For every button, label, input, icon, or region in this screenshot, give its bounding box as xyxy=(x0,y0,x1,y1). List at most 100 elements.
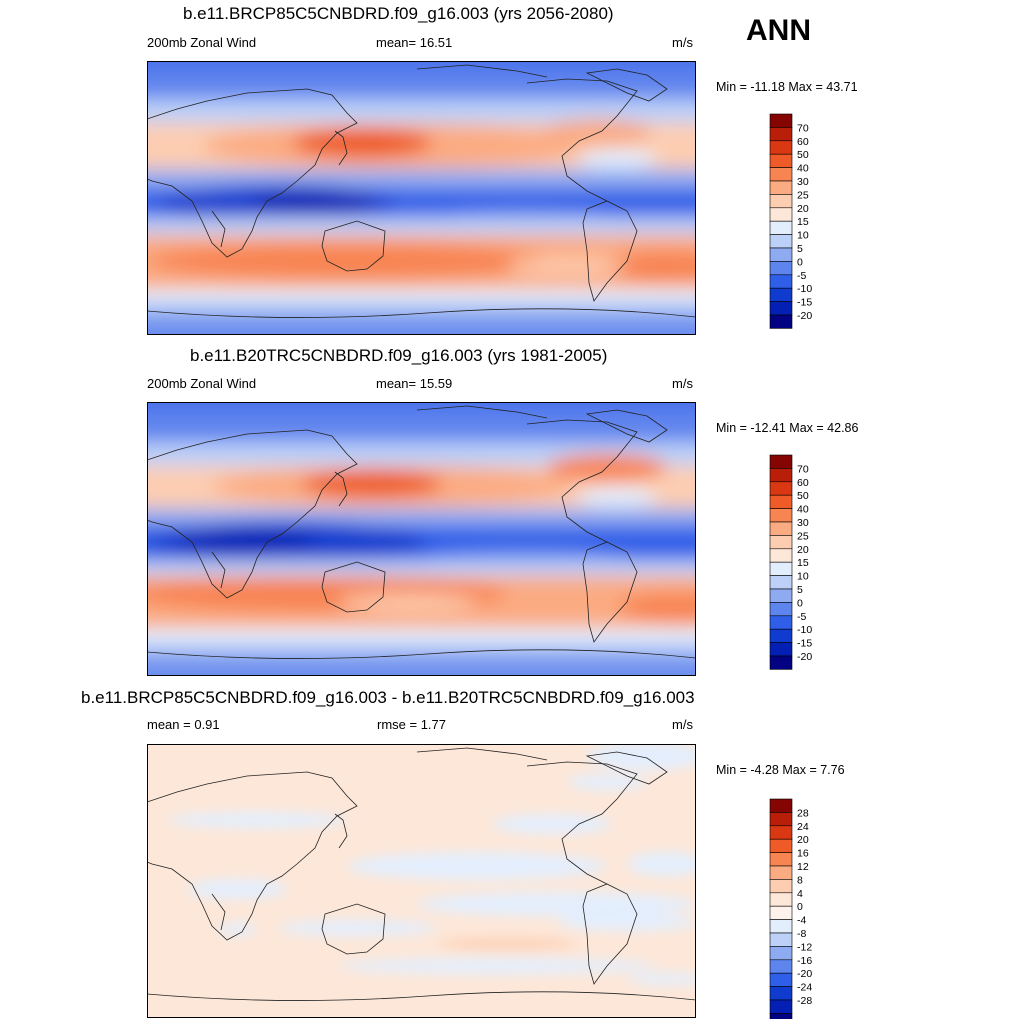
panel1-colorbar-label: 70 xyxy=(797,122,809,134)
panel2-colorbar-label: -5 xyxy=(797,611,806,623)
panel3-units: m/s xyxy=(672,717,693,732)
panel3-colorbar-box xyxy=(769,838,793,853)
panel1-map-frame xyxy=(147,61,696,335)
panel1-colorbar-label: 30 xyxy=(797,176,809,188)
panel1-colorbar-label: -5 xyxy=(797,270,806,282)
panel1-colorbar-label: 0 xyxy=(797,256,803,268)
panel3-colorbar-label: -24 xyxy=(797,982,812,994)
panel2-colorbar-box xyxy=(769,588,793,603)
panel2-colorbar-box xyxy=(769,642,793,657)
panel1-title: b.e11.BRCP85C5CNBDRD.f09_g16.003 (yrs 20… xyxy=(183,4,614,23)
panel2-colorbar-label: 70 xyxy=(797,463,809,475)
panel1-colorbar-label: 15 xyxy=(797,216,809,228)
panel3-colorbar-box xyxy=(769,946,793,961)
panel3-colorbar-box xyxy=(769,812,793,827)
panel1-colorbar-box xyxy=(769,287,793,302)
panel2-colorbar-box xyxy=(769,575,793,590)
panel1-colorbar-label: 5 xyxy=(797,243,803,255)
panel3-colorbar-box xyxy=(769,932,793,947)
panel3-colorbar-box xyxy=(769,986,793,1001)
panel1-colorbar-box xyxy=(769,301,793,316)
panel3-colorbar-label: -4 xyxy=(797,915,806,927)
panel2-minmax: Min = -12.41 Max = 42.86 xyxy=(716,421,859,435)
panel3-colorbar-label: 0 xyxy=(797,901,803,913)
panel1-colorbar-box xyxy=(769,153,793,168)
panel3-colorbar-label: -16 xyxy=(797,955,812,967)
panel1-units: m/s xyxy=(672,35,693,50)
panel2-colorbar-label: 60 xyxy=(797,477,809,489)
panel2-colorbar-box xyxy=(769,521,793,536)
panel1-map xyxy=(147,61,696,335)
panel3-minmax: Min = -4.28 Max = 7.76 xyxy=(716,763,845,777)
panel3-colorbar-label: -28 xyxy=(797,995,812,1007)
panel3-colorbar-box xyxy=(769,905,793,920)
panel1-colorbar-label: 50 xyxy=(797,149,809,161)
panel2-colorbar-box xyxy=(769,535,793,550)
panel1-colorbar-label: 25 xyxy=(797,189,809,201)
panel1-mean: mean= 16.51 xyxy=(376,35,453,50)
panel2-colorbar-label: -15 xyxy=(797,638,812,650)
panel3-title: b.e11.BRCP85C5CNBDRD.f09_g16.003 - b.e11… xyxy=(81,688,695,707)
panel3-colorbar-label: -12 xyxy=(797,941,812,953)
panel1-colorbar-label: -15 xyxy=(797,297,812,309)
panel3-colorbar-box xyxy=(769,865,793,880)
panel3-coastlines xyxy=(147,747,696,1001)
panel3-colorbar-label: 4 xyxy=(797,888,803,900)
panel3-colorbar-label: 28 xyxy=(797,807,809,819)
panel1-colorbar-box xyxy=(769,247,793,262)
panel3-colorbar-box xyxy=(769,919,793,934)
panel2-colorbar-label: 30 xyxy=(797,517,809,529)
panel3-map-frame xyxy=(147,744,696,1018)
panel1-colorbar-box xyxy=(769,220,793,235)
panel3-colorbar-box xyxy=(769,1013,793,1019)
panel3-colorbar-box xyxy=(769,959,793,974)
panel1-colorbar-label: -20 xyxy=(797,310,812,322)
panel2-colorbar-box xyxy=(769,548,793,563)
panel2-colorbar-label: -20 xyxy=(797,651,812,663)
panel2-colorbar-box xyxy=(769,508,793,523)
panel2-colorbar-label: 10 xyxy=(797,571,809,583)
panel3-colorbar-box xyxy=(769,972,793,987)
panel2-colorbar-box xyxy=(769,655,793,670)
panel2-map-frame xyxy=(147,402,696,676)
panel1-colorbar-box xyxy=(769,180,793,195)
panel2-colorbar-box xyxy=(769,628,793,643)
panel2-colorbar-box xyxy=(769,615,793,630)
panel1-colorbar-box xyxy=(769,194,793,209)
panel1-colorbar-box xyxy=(769,274,793,289)
panel3-rmse: rmse = 1.77 xyxy=(377,717,447,732)
panel1-colorbar-box xyxy=(769,113,793,128)
panel3-colorbar-box xyxy=(769,892,793,907)
panel1-colorbar-label: 20 xyxy=(797,203,809,215)
panel3-colorbar-label: 16 xyxy=(797,848,809,860)
panel2-colorbar-label: 15 xyxy=(797,557,809,569)
panel1-variable-label: 200mb Zonal Wind xyxy=(147,35,257,50)
panel2-colorbar-label: -10 xyxy=(797,624,812,636)
panel3-colorbar-label: 12 xyxy=(797,861,809,873)
panel2-mean: mean= 15.59 xyxy=(376,376,453,391)
panel2-colorbar-box xyxy=(769,468,793,483)
panel2-title: b.e11.B20TRC5CNBDRD.f09_g16.003 (yrs 198… xyxy=(190,346,608,365)
panel2-variable-label: 200mb Zonal Wind xyxy=(147,376,257,391)
panel1-colorbar-label: 60 xyxy=(797,136,809,148)
panel3-colorbar-label: 20 xyxy=(797,834,809,846)
panel3-colorbar-label: 24 xyxy=(797,821,809,833)
panel1-colorbar-box xyxy=(769,167,793,182)
panel3-colorbar-label: -8 xyxy=(797,928,806,940)
panel1-colorbar-label: 10 xyxy=(797,230,809,242)
panel3-colorbar-box xyxy=(769,852,793,867)
panel2-colorbar-label: 50 xyxy=(797,490,809,502)
panel3-mean: mean = 0.91 xyxy=(147,717,220,732)
panel3-colorbar-label: 8 xyxy=(797,874,803,886)
panel2-colorbar-label: 20 xyxy=(797,544,809,556)
panel1-colorbar-box xyxy=(769,140,793,155)
panel2-colorbar-label: 0 xyxy=(797,597,803,609)
panel1-coastlines xyxy=(147,64,696,318)
panel1-colorbar-label: 40 xyxy=(797,163,809,175)
panel2-map xyxy=(147,402,696,676)
panel3-colorbar-label: -20 xyxy=(797,968,812,980)
panel2-colorbar-label: 25 xyxy=(797,530,809,542)
panel1-minmax: Min = -11.18 Max = 43.71 xyxy=(716,80,858,94)
